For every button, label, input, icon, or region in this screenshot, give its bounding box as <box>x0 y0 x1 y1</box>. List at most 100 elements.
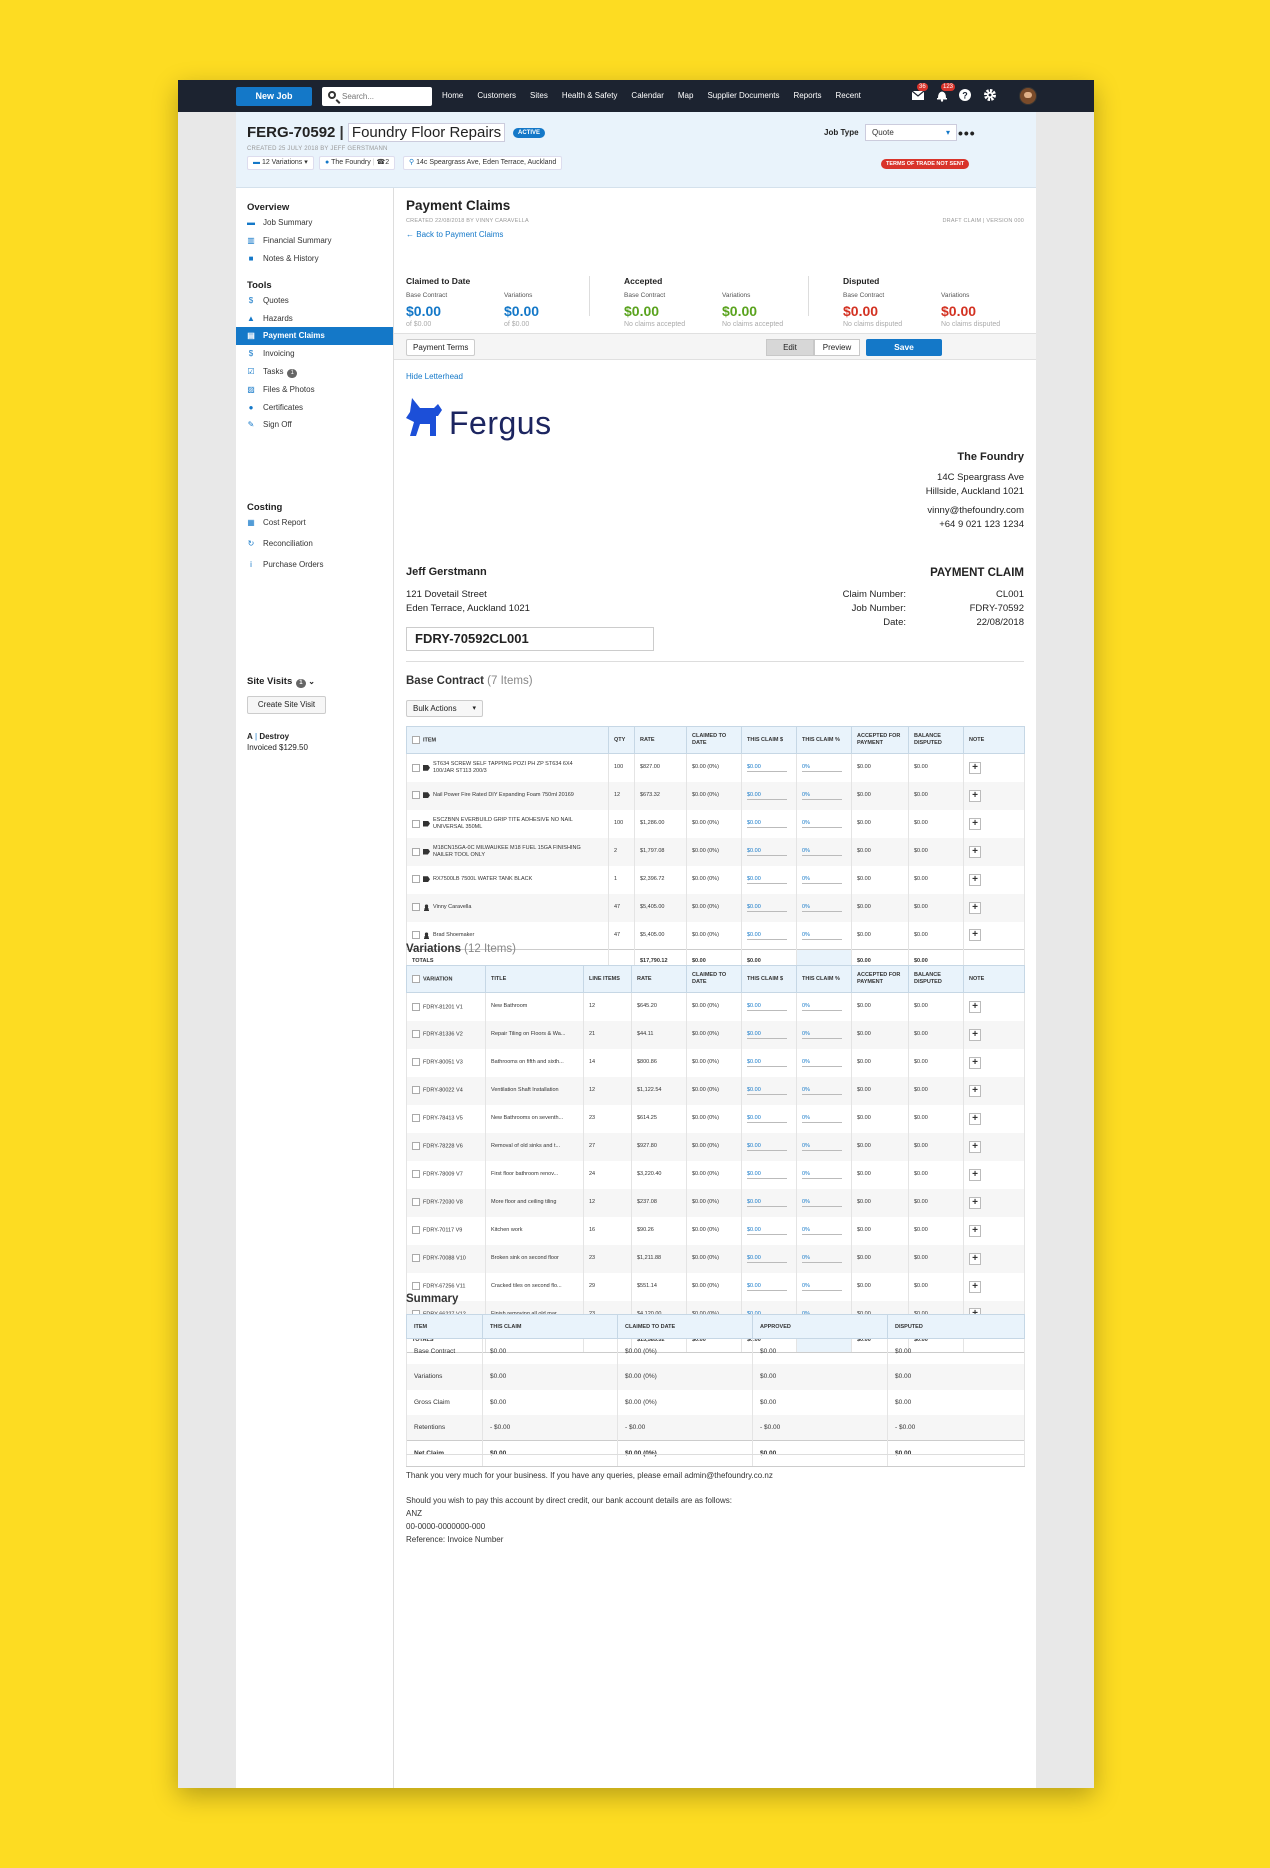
site-visit-item[interactable]: A | Destroy Invoiced $129.50 <box>247 732 308 752</box>
sidebar-item-reconciliation[interactable]: ↻ Reconciliation <box>236 535 393 553</box>
this-claim-percent-input[interactable]: 0% <box>796 1160 852 1189</box>
nav-customers[interactable]: Customers <box>477 91 517 100</box>
add-note-button[interactable]: + <box>969 1168 981 1181</box>
hide-letterhead-link[interactable]: Hide Letterhead <box>406 372 463 381</box>
nav-supplier-documents[interactable]: Supplier Documents <box>707 91 780 100</box>
bell-icon[interactable]: 123 <box>935 83 956 103</box>
customer-chip[interactable]: ● The Foundry | ☎2 <box>319 156 396 170</box>
add-note-button[interactable]: + <box>969 1140 981 1153</box>
add-note-button[interactable]: + <box>969 1280 981 1293</box>
sidebar-item-invoicing[interactable]: $ Invoicing <box>236 345 393 363</box>
this-claim-percent-input[interactable]: 0% <box>796 1188 852 1217</box>
add-note-button[interactable]: + <box>969 1252 981 1265</box>
mail-icon[interactable]: 36 <box>911 83 928 103</box>
back-to-payment-claims-link[interactable]: ← Back to Payment Claims <box>406 230 503 239</box>
this-claim-percent-input[interactable]: 0% <box>796 1076 852 1105</box>
nav-calendar[interactable]: Calendar <box>631 91 664 100</box>
add-note-button[interactable]: + <box>969 1028 981 1041</box>
this-claim-percent-input[interactable]: 0% <box>796 865 852 894</box>
table-row[interactable]: FDRY-81336 V2 Repair Tiling on Floors & … <box>406 1020 1025 1049</box>
this-claim-dollar-input[interactable]: $0.00 <box>741 1272 797 1301</box>
add-note-button[interactable]: + <box>969 817 981 830</box>
table-row[interactable]: FDRY-81201 V1 New Bathroom 12 $645.20 $0… <box>406 992 1025 1021</box>
edit-toggle[interactable]: Edit <box>766 339 814 356</box>
terms-of-trade-badge[interactable]: TERMS OF TRADE NOT SENT <box>881 159 970 169</box>
row-checkbox[interactable] <box>412 819 420 828</box>
this-claim-dollar-input[interactable]: $0.00 <box>741 1160 797 1189</box>
sidebar-item-certificates[interactable]: ● Certificates <box>236 399 393 417</box>
this-claim-dollar-input[interactable]: $0.00 <box>741 1216 797 1245</box>
sidebar-item-notes-history[interactable]: ■ Notes & History <box>236 250 393 268</box>
table-row[interactable]: Vinny Caravella 47 $5,405.00 $0.00 (0%) … <box>406 893 1025 922</box>
this-claim-dollar-input[interactable]: $0.00 <box>741 893 797 922</box>
sidebar-item-purchase-orders[interactable]: i Purchase Orders <box>236 556 393 574</box>
address-chip[interactable]: ⚲ 14c Speargrass Ave, Eden Terrace, Auck… <box>403 156 563 170</box>
more-options-icon[interactable]: ••• <box>958 125 976 141</box>
this-claim-percent-input[interactable]: 0% <box>796 809 852 838</box>
add-note-button[interactable]: + <box>969 845 981 858</box>
this-claim-percent-input[interactable]: 0% <box>796 753 852 782</box>
table-row[interactable]: FDRY-80051 V3 Bathrooms on fifth and six… <box>406 1048 1025 1077</box>
sidebar-item-hazards[interactable]: ▲ Hazards <box>236 310 393 328</box>
this-claim-percent-input[interactable]: 0% <box>796 781 852 810</box>
this-claim-dollar-input[interactable]: $0.00 <box>741 837 797 866</box>
user-avatar[interactable] <box>1019 87 1037 105</box>
this-claim-percent-input[interactable]: 0% <box>796 1020 852 1049</box>
nav-recent[interactable]: Recent <box>835 91 861 100</box>
row-checkbox[interactable] <box>412 791 420 800</box>
row-checkbox[interactable] <box>412 1142 420 1151</box>
this-claim-dollar-input[interactable]: $0.00 <box>741 1188 797 1217</box>
this-claim-percent-input[interactable]: 0% <box>796 1216 852 1245</box>
save-button[interactable]: Save <box>866 339 942 356</box>
row-checkbox[interactable] <box>412 1198 420 1207</box>
add-note-button[interactable]: + <box>969 1084 981 1097</box>
this-claim-percent-input[interactable]: 0% <box>796 1132 852 1161</box>
this-claim-percent-input[interactable]: 0% <box>796 992 852 1021</box>
nav-sites[interactable]: Sites <box>530 91 548 100</box>
create-site-visit-button[interactable]: Create Site Visit <box>247 696 326 714</box>
sidebar-item-sign-off[interactable]: ✎ Sign Off <box>236 416 393 434</box>
this-claim-percent-input[interactable]: 0% <box>796 1272 852 1301</box>
row-checkbox[interactable] <box>412 875 420 884</box>
bulk-actions-dropdown[interactable]: Bulk Actions <box>406 700 483 717</box>
column-header-variation[interactable]: VARIATION <box>406 965 486 993</box>
search-input[interactable] <box>342 90 428 103</box>
this-claim-percent-input[interactable]: 0% <box>796 1048 852 1077</box>
row-checkbox[interactable] <box>412 931 420 940</box>
this-claim-dollar-input[interactable]: $0.00 <box>741 781 797 810</box>
select-all-checkbox[interactable] <box>412 735 420 744</box>
sidebar-item-cost-report[interactable]: ▦ Cost Report <box>236 514 393 532</box>
this-claim-percent-input[interactable]: 0% <box>796 921 852 950</box>
table-row[interactable]: FDRY-78413 V5 New Bathrooms on seventh..… <box>406 1104 1025 1133</box>
table-row[interactable]: ESCZBNN EVERBUILD GRIP TITE ADHESIVE NO … <box>406 809 1025 838</box>
table-row[interactable]: Nail Power Fire Rated DIY Expanding Foam… <box>406 781 1025 810</box>
table-row[interactable]: FDRY-72030 V8 More floor and ceiling til… <box>406 1188 1025 1217</box>
nav-home[interactable]: Home <box>442 91 464 100</box>
table-row[interactable]: FDRY-70088 V10 Broken sink on second flo… <box>406 1244 1025 1273</box>
sidebar-item-payment-claims[interactable]: ▤ Payment Claims <box>236 327 393 345</box>
this-claim-dollar-input[interactable]: $0.00 <box>741 1048 797 1077</box>
this-claim-dollar-input[interactable]: $0.00 <box>741 992 797 1021</box>
row-checkbox[interactable] <box>412 1002 420 1011</box>
table-row[interactable]: Brad Shoemaker 47 $5,405.00 $0.00 (0%) $… <box>406 921 1025 950</box>
sidebar-item-tasks[interactable]: ☑ Tasks 1 <box>236 363 393 381</box>
table-row[interactable]: FDRY-70117 V9 Kitchen work 16 $90.26 $0.… <box>406 1216 1025 1245</box>
site-visits-header[interactable]: Site Visits 1 ⌄ <box>247 676 315 688</box>
preview-toggle[interactable]: Preview <box>814 339 860 356</box>
add-note-button[interactable]: + <box>969 901 981 914</box>
this-claim-dollar-input[interactable]: $0.00 <box>741 809 797 838</box>
sidebar-item-files-photos[interactable]: ▨ Files & Photos <box>236 381 393 399</box>
table-row[interactable]: FDRY-67256 V11 Cracked tiles on second f… <box>406 1272 1025 1301</box>
job-name[interactable]: Foundry Floor Repairs <box>347 123 506 142</box>
this-claim-dollar-input[interactable]: $0.00 <box>741 1244 797 1273</box>
row-checkbox[interactable] <box>412 847 420 856</box>
add-note-button[interactable]: + <box>969 761 981 774</box>
this-claim-percent-input[interactable]: 0% <box>796 837 852 866</box>
add-note-button[interactable]: + <box>969 929 981 942</box>
this-claim-dollar-input[interactable]: $0.00 <box>741 1076 797 1105</box>
add-note-button[interactable]: + <box>969 1056 981 1069</box>
this-claim-dollar-input[interactable]: $0.00 <box>741 1132 797 1161</box>
nav-reports[interactable]: Reports <box>793 91 822 100</box>
this-claim-percent-input[interactable]: 0% <box>796 1244 852 1273</box>
variations-chip[interactable]: ▬ 12 Variations ▾ <box>247 156 314 170</box>
